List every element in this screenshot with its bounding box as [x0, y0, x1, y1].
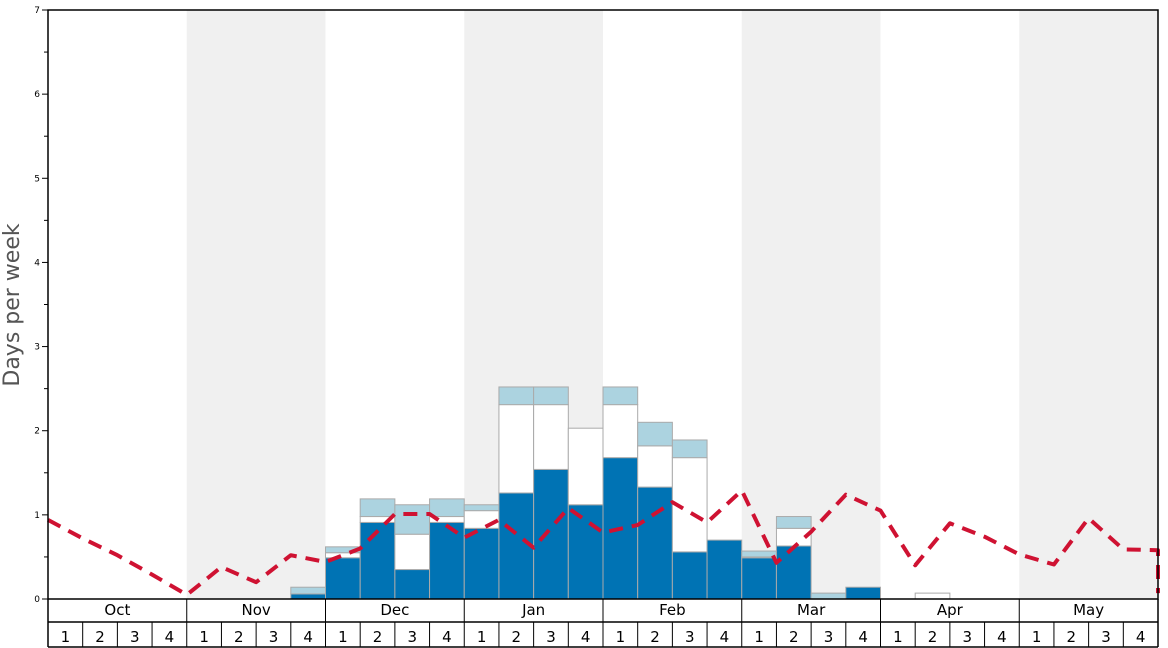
bar-segment-light-blue	[429, 498, 465, 518]
y-tick-label: 4	[34, 258, 40, 268]
month-label: Jan	[521, 601, 545, 619]
month-label: Oct	[104, 601, 130, 619]
bar-segment-light-blue	[359, 498, 396, 518]
bar-segment-white	[914, 592, 951, 600]
month-band	[186, 10, 326, 599]
week-label: 1	[61, 628, 71, 646]
week-label: 3	[269, 628, 279, 646]
week-label: 2	[789, 628, 799, 646]
bar-segment-light-blue	[671, 439, 708, 459]
y-tick-label: 0	[34, 595, 40, 605]
week-label: 4	[997, 628, 1007, 646]
y-tick-label: 7	[34, 6, 40, 16]
bar-segment-blue	[845, 586, 881, 600]
bar-segment-light-blue	[394, 504, 431, 535]
y-tick-label: 3	[34, 343, 40, 353]
bar-segment-blue	[775, 545, 812, 600]
week-label: 2	[928, 628, 938, 646]
week-label: 4	[720, 628, 730, 646]
y-tick-label: 5	[34, 174, 40, 184]
bar-segment-light-blue	[463, 504, 500, 512]
bar-segment-blue	[706, 539, 743, 600]
bar-segment-white	[602, 404, 639, 459]
bar-segment-blue	[637, 486, 673, 600]
y-axis: 0 1 2 3 4 5 6 7	[34, 6, 48, 605]
week-label: 3	[546, 628, 556, 646]
bar-segment-blue	[498, 492, 535, 600]
y-tick-label: 6	[34, 90, 40, 100]
month-label: Apr	[937, 601, 964, 619]
week-label: 1	[893, 628, 903, 646]
bar-segment-light-blue	[637, 421, 673, 447]
week-label: 3	[962, 628, 972, 646]
bar-segment-white	[498, 404, 535, 494]
week-label: 4	[165, 628, 175, 646]
week-label: 2	[95, 628, 105, 646]
week-label: 4	[858, 628, 868, 646]
week-label: 3	[1101, 628, 1111, 646]
bar-segment-light-blue	[741, 550, 777, 558]
week-label: 1	[199, 628, 209, 646]
month-band	[1019, 10, 1158, 599]
bar-segment-light-blue	[533, 386, 569, 406]
month-shading	[186, 10, 1158, 599]
bar-segment-blue	[290, 593, 326, 600]
bar-segment-white	[325, 552, 361, 559]
week-label: 4	[581, 628, 591, 646]
y-axis-label: Days per week	[0, 223, 25, 386]
week-label: 4	[442, 628, 452, 646]
bar-segment-light-blue	[498, 386, 535, 406]
y-tick-label: 2	[34, 427, 40, 437]
bar-segment-white	[637, 445, 673, 488]
bar-segment-blue	[741, 557, 777, 600]
bar-segment-light-blue	[290, 586, 326, 595]
bar-segment-light-blue	[775, 516, 812, 529]
month-label: Feb	[659, 601, 686, 619]
week-label: 2	[1067, 628, 1077, 646]
month-label: May	[1073, 601, 1104, 619]
month-label: Dec	[380, 601, 409, 619]
week-label: 2	[650, 628, 660, 646]
bar-segment-blue	[394, 569, 431, 600]
y-tick-label: 1	[34, 511, 40, 521]
week-label: 1	[754, 628, 764, 646]
week-label: 1	[338, 628, 348, 646]
week-label: 3	[824, 628, 834, 646]
month-label: Nov	[241, 601, 270, 619]
x-axis: Oct 1 2 3 4 Nov 1 2 3 4 Dec 1 2 3 4 Jan 1 2 3 4 Feb 1 2 3 4 Mar 1 2…	[47, 599, 1159, 648]
bar-segment-blue	[325, 557, 361, 600]
bar-segment-blue	[429, 521, 465, 600]
week-label: 1	[616, 628, 626, 646]
month-band	[741, 10, 881, 599]
month-label: Mar	[797, 601, 826, 619]
week-label: 3	[130, 628, 140, 646]
week-label: 1	[477, 628, 487, 646]
bar-segment-blue	[463, 527, 500, 600]
bar-segment-white	[394, 533, 431, 571]
bar-segment-light-blue	[602, 386, 639, 406]
bar-segment-light-blue	[810, 592, 847, 600]
week-label: 3	[685, 628, 695, 646]
week-label: 2	[234, 628, 244, 646]
week-label: 1	[1032, 628, 1042, 646]
week-label: 3	[407, 628, 417, 646]
bar-segment-white	[533, 404, 569, 470]
week-label: 2	[512, 628, 522, 646]
week-label: 4	[303, 628, 313, 646]
plot-frame	[47, 9, 1159, 600]
line-layer	[47, 488, 1160, 597]
average-line	[47, 488, 1160, 597]
bar-segment-blue	[533, 468, 569, 600]
bar-segment-white	[463, 510, 500, 529]
bar-segment-blue	[671, 551, 708, 600]
bar-segment-white	[567, 427, 604, 506]
bar-segment-blue	[567, 504, 604, 600]
bar-segment-blue	[359, 521, 396, 600]
week-label: 2	[373, 628, 383, 646]
week-label: 4	[1136, 628, 1146, 646]
